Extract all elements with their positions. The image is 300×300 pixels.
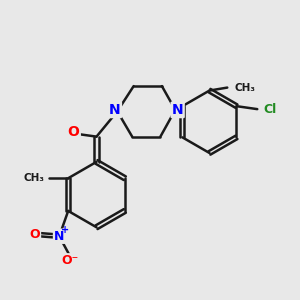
Text: CH₃: CH₃ [235, 82, 256, 93]
Text: O⁻: O⁻ [61, 254, 78, 267]
Text: N: N [109, 103, 121, 117]
Text: O: O [68, 125, 80, 139]
Text: O: O [29, 228, 40, 241]
Text: +: + [61, 225, 69, 235]
Text: N: N [54, 230, 64, 243]
Text: CH₃: CH₃ [23, 173, 44, 183]
Text: N: N [172, 103, 184, 117]
Text: Cl: Cl [263, 103, 277, 116]
